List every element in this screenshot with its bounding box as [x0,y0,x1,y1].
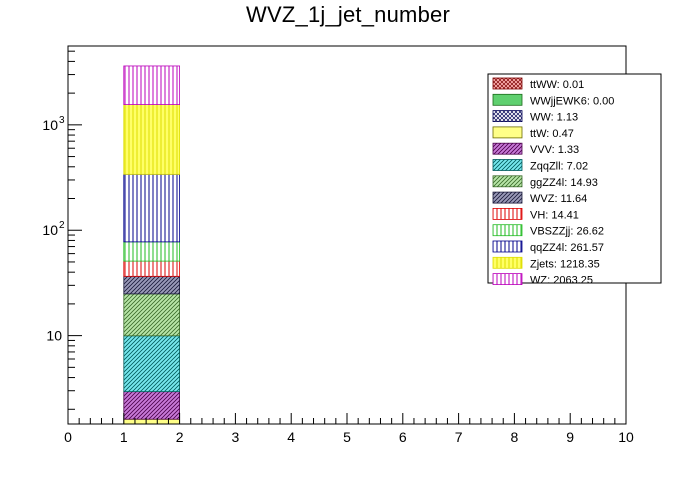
x-tick-label: 8 [511,429,519,445]
legend-swatch-WW [492,110,523,122]
y-tick-exponent: 2 [59,220,65,231]
x-tick-label: 3 [232,429,240,445]
legend-swatch-WVZ [492,191,523,204]
legend-label-WZ: WZ: 2063.25 [530,275,593,287]
legend-swatch-qqZZ4l [492,240,523,253]
legend-label-WVZ: WVZ: 11.64 [530,193,587,205]
legend-label-Zjets: Zjets: 1218.35 [530,258,600,270]
legend-swatch-ZqqZll [492,159,523,171]
legend-swatch-WWjjEWK6 [492,93,523,106]
legend-label-ttW: ttW: 0.47 [530,128,574,140]
legend-swatch-ggZZ4l [492,175,523,188]
bar-VBSZZjj [123,241,181,262]
x-tick-label: 9 [566,429,574,445]
chart-title: WVZ_1j_jet_number [246,2,450,27]
legend-label-VH: VH: 14.41 [530,209,579,221]
legend-label-ZqqZll: ZqqZll: 7.02 [530,161,588,173]
legend-swatch-ttWW [492,77,523,90]
x-axis: 0 1 2 3 4 5 6 7 8 9 10 [64,413,634,445]
bar-ggZZ4l [123,293,181,337]
y-tick-label: 10 [42,222,58,238]
x-tick-label: 6 [399,429,407,445]
x-tick-label: 1 [120,429,128,445]
x-tick-label: 7 [455,429,463,445]
legend-label-WW: WW: 1.13 [530,112,578,124]
bar-VVV [123,391,181,420]
x-tick-label: 10 [618,429,634,445]
legend-label-qqZZ4l: qqZZ4l: 261.57 [530,242,604,254]
legend-swatch-WZ [492,273,523,286]
legend-label-ttWW: ttWW: 0.01 [530,79,584,91]
x-tick-label: 5 [343,429,351,445]
bar-ttW [123,418,181,425]
legend-swatch-Zjets [492,256,523,269]
legend-swatch-VBSZZjj [492,224,523,237]
bar-WZ [123,65,181,105]
y-tick-exponent: 3 [59,115,65,126]
bar-Zjets [123,104,181,175]
bar-WVZ [123,275,181,295]
y-tick-label: 10 [42,117,58,133]
y-tick-label: 10 [46,328,62,344]
legend-label-WWjjEWK6: WWjjEWK6: 0.00 [530,95,614,107]
x-tick-label: 2 [176,429,184,445]
legend-label-ggZZ4l: ggZZ4l: 14.93 [530,177,598,189]
x-tick-label: 4 [287,429,295,445]
legend-label-VBSZZjj: VBSZZjj: 26.62 [530,226,604,238]
legend-swatch-ttW [492,126,523,139]
legend-swatch-VVV [492,142,523,155]
legend: ttWW: 0.01 WWjjEWK6: 0.00 WW: 1.13 ttW: 0.4… [487,73,662,287]
legend-swatch-VH [492,207,523,220]
bar-qqZZ4l [123,173,181,243]
legend-label-VVV: VVV: 1.33 [530,144,579,156]
bar-VH [123,260,181,277]
histogram-bars [123,65,181,425]
bar-ZqqZll [123,335,181,393]
x-tick-label: 0 [64,429,72,445]
